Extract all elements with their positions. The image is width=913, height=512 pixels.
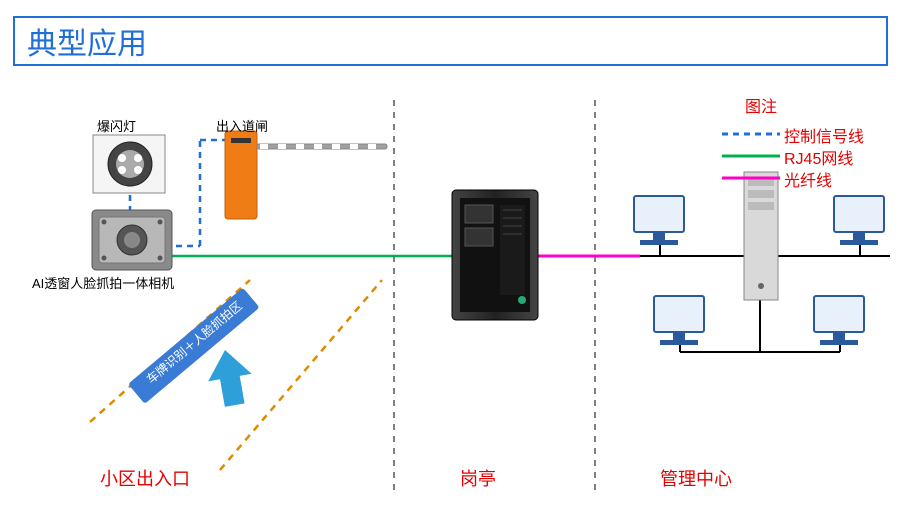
flash-light-icon	[93, 135, 165, 193]
camera-icon	[92, 210, 172, 270]
zone-entrance-label: 小区出入口	[100, 465, 190, 491]
title-box: 典型应用	[13, 16, 888, 66]
diagram-canvas	[0, 0, 913, 512]
legend-title: 图注	[745, 93, 777, 117]
flash-light-label: 爆闪灯	[97, 116, 136, 135]
camera-label: AI透窗人脸抓拍一体相机	[32, 273, 174, 292]
barrier-gate-icon	[225, 131, 387, 219]
legend-rj45-label: RJ45网线	[784, 145, 853, 169]
legend-control-label: 控制信号线	[784, 123, 864, 147]
mgmt-network-lines	[640, 235, 890, 352]
arrow-text-label: 车牌识别＋人脸抓拍区	[128, 284, 260, 400]
barrier-gate-label: 出入道闸	[216, 116, 268, 135]
control-line	[130, 140, 225, 246]
zone-booth-label: 岗亭	[460, 465, 496, 491]
monitor-icon-2	[834, 196, 884, 245]
monitor-icon-4	[814, 296, 864, 345]
server-icon	[452, 190, 538, 320]
page-title: 典型应用	[27, 19, 147, 63]
mgmt-tower-icon	[744, 172, 778, 300]
monitor-icon-1	[634, 196, 684, 245]
monitor-icon-3	[654, 296, 704, 345]
legend-fiber-label: 光纤线	[784, 167, 832, 191]
zone-mgmt-label: 管理中心	[660, 465, 732, 491]
arrow-icon	[203, 346, 256, 409]
